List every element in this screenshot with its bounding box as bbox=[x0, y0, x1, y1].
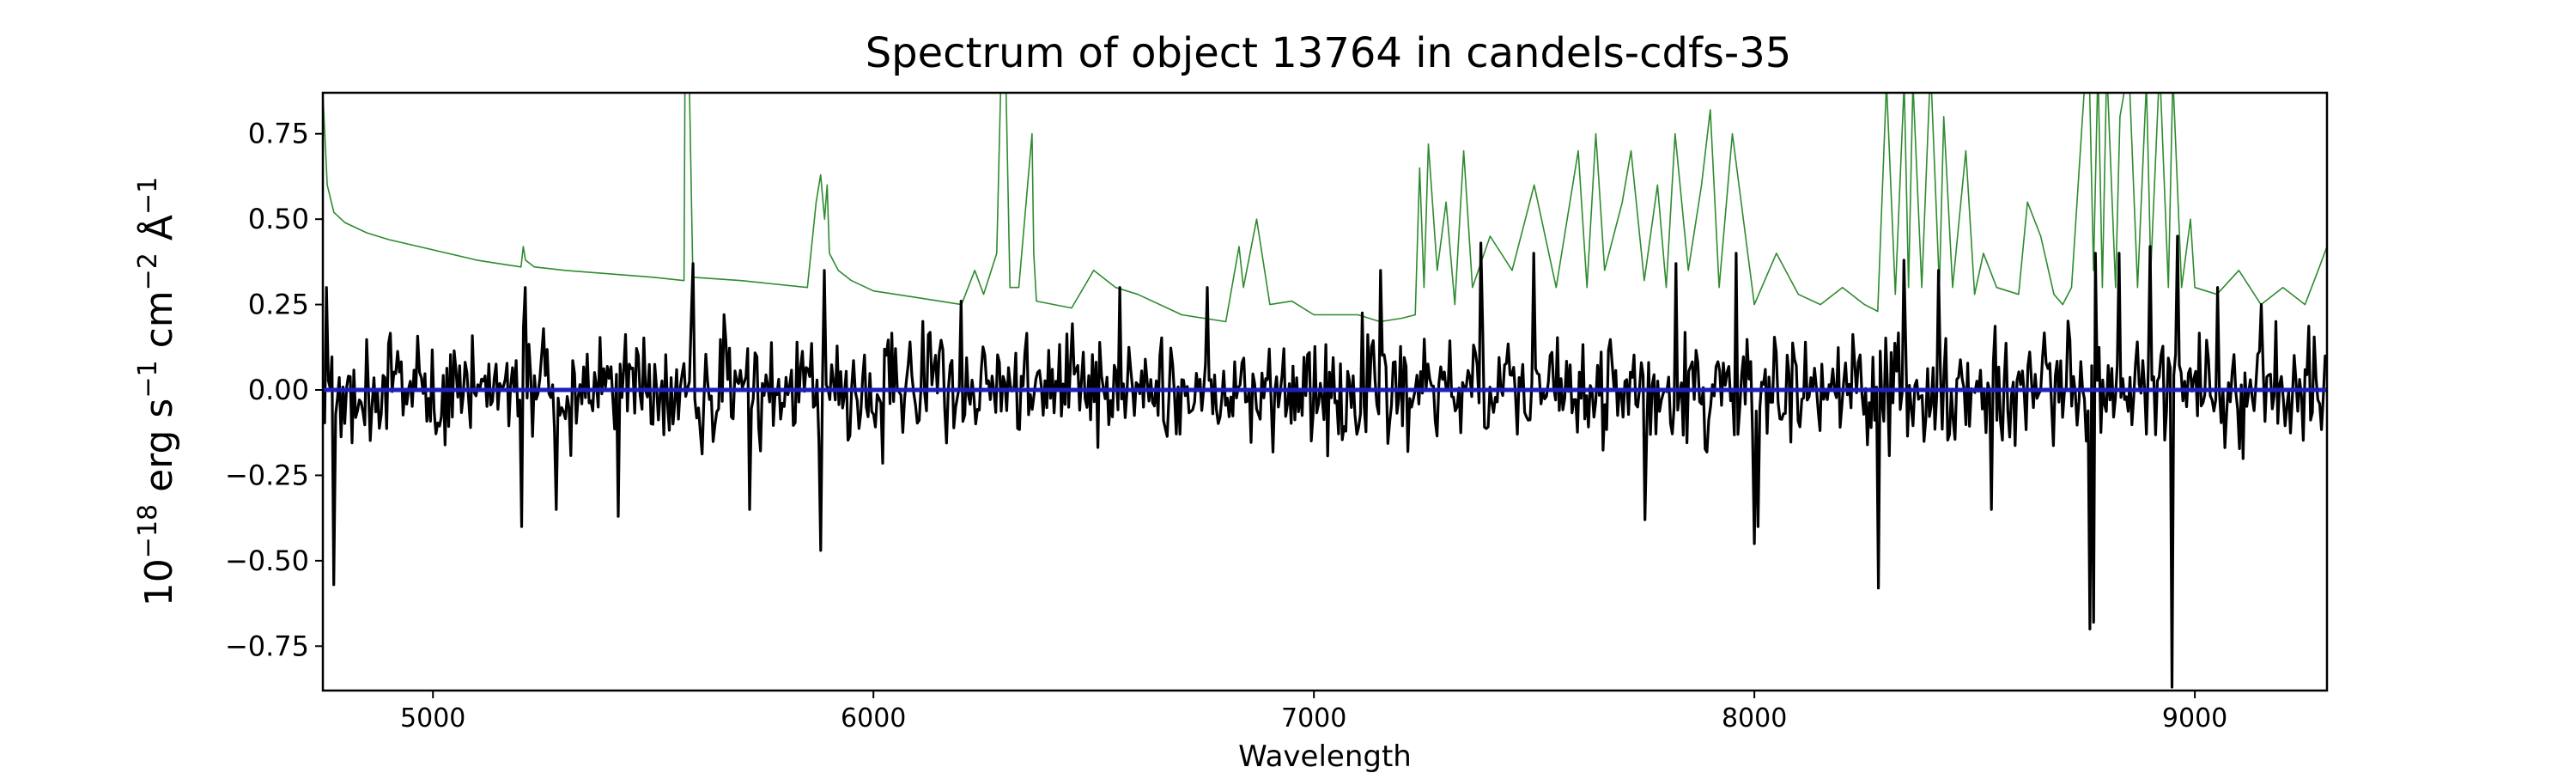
x-axis-label: Wavelength bbox=[1238, 740, 1412, 773]
series-line-sky bbox=[323, 93, 2327, 323]
y-tick-label: −0.75 bbox=[225, 630, 309, 662]
chart-title: Spectrum of object 13764 in candels-cdfs… bbox=[866, 29, 1792, 77]
series-layer bbox=[323, 93, 2327, 689]
y-tick-label: 0.00 bbox=[248, 374, 309, 406]
x-tick-label: 9000 bbox=[2162, 703, 2227, 733]
plot-frame bbox=[321, 91, 2329, 692]
x-tick-label: 5000 bbox=[400, 703, 465, 733]
x-axis: 5000 6000 7000 8000 9000 bbox=[400, 691, 2227, 733]
y-axis: −0.75 −0.50 −0.25 0.00 0.25 0.50 0.75 bbox=[225, 118, 323, 662]
y-tick-label: 0.75 bbox=[248, 118, 309, 150]
plot-area bbox=[321, 91, 2329, 692]
y-tick-label: 0.25 bbox=[248, 289, 309, 321]
y-axis-label: 10−18 erg s−1 cm−2 Å−1 bbox=[133, 177, 181, 606]
x-tick-label: 7000 bbox=[1281, 703, 1346, 733]
series-line-object-flux bbox=[323, 234, 2327, 689]
x-tick-label: 8000 bbox=[1722, 703, 1787, 733]
y-tick-label: −0.50 bbox=[225, 545, 309, 577]
x-tick-label: 6000 bbox=[841, 703, 906, 733]
y-tick-label: 0.50 bbox=[248, 203, 309, 235]
y-tick-label: −0.25 bbox=[225, 459, 309, 491]
